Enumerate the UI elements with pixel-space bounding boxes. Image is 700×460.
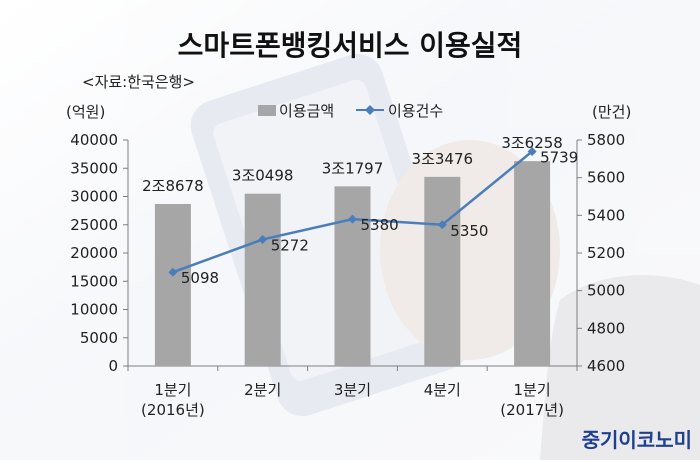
left-axis-unit: (억원) bbox=[66, 103, 105, 121]
legend: 이용금액 이용건수 bbox=[258, 102, 443, 120]
right-tick-label: 5400 bbox=[587, 206, 625, 224]
bar-3 bbox=[334, 186, 371, 366]
line-value-label: 5272 bbox=[271, 236, 309, 254]
right-tick-label: 5200 bbox=[587, 244, 625, 262]
bar-value-label: 3조3476 bbox=[412, 150, 474, 168]
right-tick-label: 4600 bbox=[587, 357, 625, 375]
legend-bar-label: 이용금액 bbox=[279, 102, 334, 120]
right-tick-label: 5600 bbox=[587, 169, 625, 187]
bar-value-label: 3조6258 bbox=[501, 134, 563, 152]
right-tick-label: 5800 bbox=[587, 131, 625, 149]
line-point-4 bbox=[437, 220, 447, 230]
legend-bar-swatch bbox=[258, 105, 276, 116]
left-tick-label: 5000 bbox=[80, 329, 118, 347]
left-tick-label: 15000 bbox=[70, 272, 118, 290]
line-value-label: 5739 bbox=[540, 148, 578, 166]
bar-5 bbox=[514, 161, 551, 366]
labels-layer: 2조8678 3조0498 3조1797 3조3476 3조6258 5098 5272 53… bbox=[142, 134, 578, 287]
line-value-label: 5350 bbox=[450, 222, 488, 240]
x-category-label: 3분기 bbox=[334, 381, 371, 399]
left-tick-label: 25000 bbox=[70, 216, 118, 234]
line-point-1 bbox=[168, 267, 178, 277]
bar-value-label: 3조1797 bbox=[322, 159, 384, 177]
legend-line-marker bbox=[365, 105, 375, 115]
line-point-5 bbox=[527, 146, 537, 156]
x-category-label: 1분기 bbox=[154, 381, 191, 399]
watermark-logo: 중기이코노미 bbox=[582, 428, 692, 452]
x-category-sublabel: (2017년) bbox=[500, 401, 564, 419]
line-point-3 bbox=[348, 214, 357, 224]
bar-4 bbox=[424, 176, 461, 366]
line-value-label: 5380 bbox=[361, 216, 399, 234]
right-tick-label: 4800 bbox=[587, 319, 625, 337]
right-axis-unit: (만건) bbox=[592, 103, 631, 121]
x-category-label: 4분기 bbox=[424, 381, 461, 399]
left-tick-label: 20000 bbox=[70, 244, 118, 262]
line-point-2 bbox=[258, 234, 268, 244]
bar-2 bbox=[244, 193, 281, 366]
x-category-label: 2분기 bbox=[244, 381, 281, 399]
left-tick-label: 40000 bbox=[70, 131, 118, 149]
left-tick-label: 30000 bbox=[70, 188, 118, 206]
x-category-label: 1분기 bbox=[514, 381, 551, 399]
legend-line-label: 이용건수 bbox=[388, 102, 443, 120]
left-tick-label: 0 bbox=[108, 357, 118, 375]
right-tick-label: 5000 bbox=[587, 282, 625, 300]
chart-title: 스마트폰뱅킹서비스 이용실적 bbox=[178, 29, 523, 62]
bars-layer bbox=[154, 161, 551, 366]
left-tick-label: 10000 bbox=[70, 301, 118, 319]
axes-layer: 0 5000 10000 15000 20000 25000 30000 35000 40000… bbox=[70, 131, 625, 419]
bar-value-label: 3조0498 bbox=[232, 167, 294, 185]
bar-1 bbox=[154, 203, 191, 366]
x-category-sublabel: (2016년) bbox=[141, 401, 205, 419]
left-tick-label: 35000 bbox=[70, 159, 118, 177]
line-layer bbox=[168, 146, 537, 277]
bar-value-label: 2조8678 bbox=[142, 177, 204, 195]
line-value-label: 5098 bbox=[181, 269, 219, 287]
chart-subtitle: <자료:한국은행> bbox=[82, 73, 195, 91]
